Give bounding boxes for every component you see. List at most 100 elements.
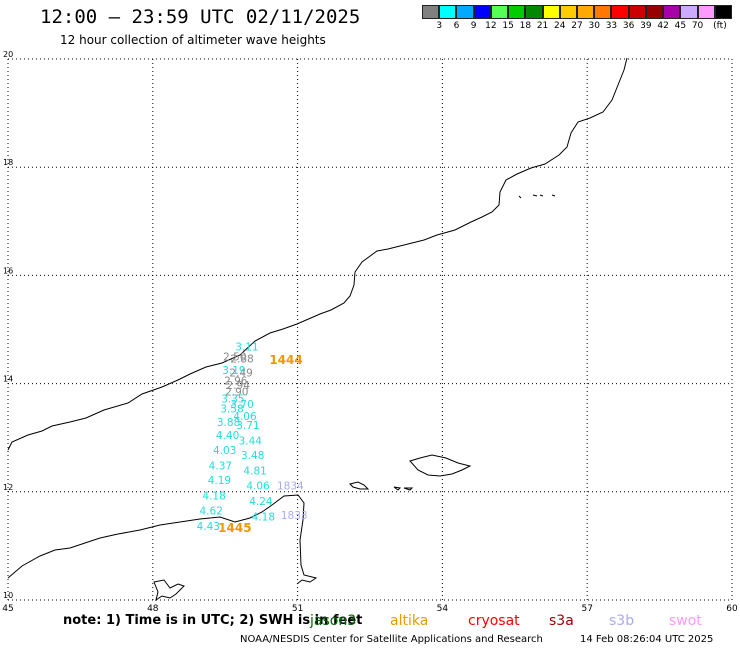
- wave-height-reading: 4.18: [252, 511, 275, 523]
- legend-swatch: [576, 5, 595, 19]
- wave-height-reading: 3.88: [217, 417, 240, 429]
- legend-unit: (ft): [713, 21, 727, 31]
- legend-label: 21: [536, 21, 549, 31]
- wave-height-reading: 4.40: [216, 430, 239, 442]
- legend-label: 33: [605, 21, 618, 31]
- map-subtitle: 12 hour collection of altimeter wave hei…: [60, 33, 326, 47]
- legend-swatch: [542, 5, 560, 19]
- satellite-label-swot: swot: [669, 613, 702, 629]
- satellite-label-s3b: s3b: [609, 613, 635, 629]
- wave-height-reading: 3.70: [230, 399, 253, 411]
- longitude-label: 45: [2, 604, 13, 614]
- wave-height-reading: 2.94: [227, 380, 251, 392]
- satellite-label-cryosat: cryosat: [468, 613, 520, 629]
- longitude-label: 60: [726, 604, 738, 614]
- altimeter-observations: 3.112.502.883.192.492.962.942.903.353.70…: [197, 342, 308, 535]
- wave-height-reading: 4.43: [197, 521, 220, 533]
- wave-height-reading: 4.19: [208, 475, 231, 487]
- wave-height-legend: 3 6 9 12 15 18 21 24 27 30 33 36 39 42 45 70 (ft): [422, 5, 732, 35]
- legend-label: 24: [554, 21, 566, 31]
- axis-labels: 45 48 51 54 57 60 20 18 16 14 12 10: [2, 50, 738, 614]
- legend-swatch: [508, 5, 526, 19]
- wave-height-reading: 3.58: [220, 403, 243, 415]
- legend-swatch: [611, 5, 629, 19]
- legend-labels: 3 6 9 12 15 18 21 24 27 30 33 36 39 42 45 70 (ft): [422, 19, 732, 33]
- legend-swatch: [525, 5, 543, 19]
- wave-height-reading: 2.96: [224, 376, 248, 388]
- arabian-coastline: [7, 57, 628, 451]
- legend-color-bar: [422, 5, 732, 19]
- legend-label: 18: [519, 21, 532, 31]
- wave-height-reading: 2.88: [230, 354, 253, 366]
- longitude-label: 51: [292, 604, 303, 614]
- abd-al-kuri-island: [349, 481, 370, 490]
- longitude-label: 57: [581, 604, 592, 614]
- legend-label: 3: [436, 21, 443, 31]
- legend-swatch: [680, 5, 698, 19]
- legend-swatch: [697, 5, 715, 19]
- legend-label: 12: [485, 21, 497, 31]
- legend-swatch: [714, 5, 732, 19]
- longitude-label: 48: [147, 604, 159, 614]
- satellite-label-s3a: s3a: [549, 613, 574, 629]
- legend-label: 9: [470, 21, 477, 31]
- legend-swatch: [628, 5, 646, 19]
- map-title: 12:00 – 23:59 UTC 02/11/2025: [40, 6, 361, 28]
- wave-height-reading: 4.06: [233, 411, 257, 423]
- latitude-label: 10: [3, 591, 13, 600]
- legend-label: 39: [640, 21, 652, 31]
- legend-swatch: [594, 5, 612, 19]
- wave-height-reading: 4.24: [249, 496, 273, 508]
- ras-hafun-coast: [153, 579, 185, 602]
- latitude-label: 12: [3, 483, 13, 492]
- wave-height-reading: 1833: [281, 510, 308, 522]
- legend-label: 45: [674, 21, 687, 31]
- legend-swatch: [645, 5, 664, 19]
- legend-label: 27: [571, 21, 583, 31]
- socotra-island: [409, 454, 472, 477]
- map-grid: [7, 58, 733, 601]
- generated-timestamp: 14 Feb 08:26:04 UTC 2025: [580, 634, 714, 645]
- wave-height-reading: 4.62: [200, 506, 223, 518]
- satellite-label-jason3: jason3: [310, 613, 357, 629]
- wave-height-reading: 3.71: [236, 420, 259, 432]
- wave-height-reading: 4.18: [202, 490, 225, 502]
- footer-note: note: 1) Time is in UTC; 2) SWH is in fe…: [63, 613, 363, 628]
- wave-height-reading: 4.37: [209, 461, 232, 473]
- wave-height-reading: 3.19: [222, 365, 245, 377]
- wave-height-reading: 3.48: [241, 450, 264, 462]
- wave-height-reading: 1444: [269, 353, 302, 367]
- wave-height-reading: 3.11: [235, 342, 258, 354]
- wave-height-reading: 4.81: [243, 465, 266, 477]
- longitude-label: 54: [437, 604, 449, 614]
- legend-label: 36: [622, 21, 635, 31]
- brothers-islet: [393, 486, 402, 491]
- legend-label: 42: [657, 21, 669, 31]
- wave-height-reading: 2.49: [229, 368, 252, 380]
- wave-height-reading: 2.50: [223, 351, 246, 363]
- kuria-muria-islets: [518, 194, 556, 199]
- wave-height-reading: 1834: [277, 481, 304, 493]
- samhah-islet: [403, 487, 414, 491]
- wave-height-reading: 4.06: [246, 481, 270, 493]
- legend-label: 70: [691, 21, 704, 31]
- wave-height-reading: 2.90: [225, 387, 248, 399]
- latitude-label: 16: [3, 266, 13, 275]
- coastline: [7, 57, 628, 602]
- wave-height-reading: 3.44: [239, 436, 263, 448]
- latitude-label: 20: [3, 50, 13, 59]
- legend-swatch: [439, 5, 457, 19]
- legend-label: 30: [588, 21, 600, 31]
- legend-swatch: [559, 5, 577, 19]
- latitude-label: 14: [3, 375, 13, 384]
- satellite-label-altika: altika: [390, 613, 429, 629]
- credit-text: NOAA/NESDIS Center for Satellite Applica…: [240, 634, 543, 645]
- legend-swatch: [422, 5, 440, 19]
- wave-height-reading: 3.35: [221, 394, 244, 406]
- legend-swatch: [473, 5, 491, 19]
- wave-height-reading: 4.03: [213, 445, 236, 457]
- legend-label: 15: [502, 21, 514, 31]
- somali-coastline: [7, 494, 318, 585]
- wave-height-reading: 1445: [218, 521, 251, 535]
